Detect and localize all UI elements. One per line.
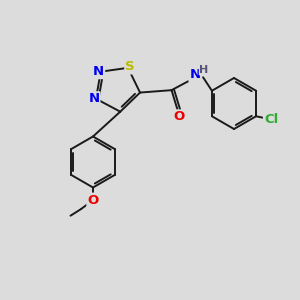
Text: N: N	[93, 65, 104, 78]
Text: H: H	[199, 65, 208, 75]
Text: N: N	[189, 68, 200, 81]
Text: O: O	[173, 110, 185, 123]
Text: Cl: Cl	[264, 113, 278, 126]
Text: S: S	[125, 60, 135, 74]
Text: O: O	[87, 194, 99, 207]
Text: N: N	[88, 92, 99, 105]
